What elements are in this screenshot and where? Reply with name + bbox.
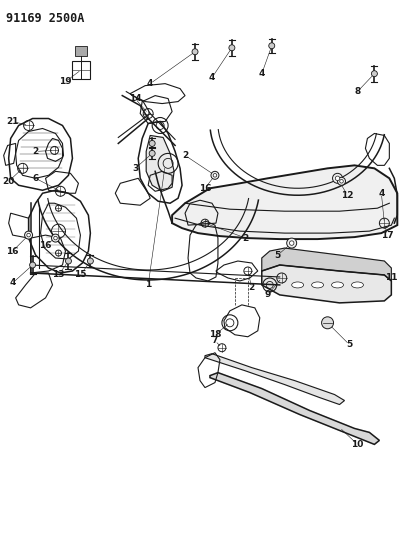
Circle shape xyxy=(332,173,342,183)
Text: 5: 5 xyxy=(275,251,281,260)
Text: 8: 8 xyxy=(354,87,360,96)
Text: 91169 2500A: 91169 2500A xyxy=(6,12,84,25)
Text: 2: 2 xyxy=(182,151,188,160)
Circle shape xyxy=(192,49,198,55)
Text: 17: 17 xyxy=(381,231,394,240)
Text: 2: 2 xyxy=(32,147,39,156)
Ellipse shape xyxy=(292,282,304,288)
Ellipse shape xyxy=(351,282,363,288)
Circle shape xyxy=(287,238,297,248)
Circle shape xyxy=(149,140,155,147)
Text: 6: 6 xyxy=(32,174,39,183)
Text: 18: 18 xyxy=(209,330,221,340)
Text: 15: 15 xyxy=(74,270,87,279)
Text: 1: 1 xyxy=(145,280,151,289)
Text: 2: 2 xyxy=(243,233,249,243)
Text: 16: 16 xyxy=(199,184,211,193)
Circle shape xyxy=(24,231,32,239)
Text: 4: 4 xyxy=(259,69,265,78)
Circle shape xyxy=(65,258,71,264)
Text: 3: 3 xyxy=(132,164,138,173)
Circle shape xyxy=(211,171,219,179)
Text: 4: 4 xyxy=(378,189,385,198)
Circle shape xyxy=(338,177,346,185)
Polygon shape xyxy=(262,265,391,303)
Ellipse shape xyxy=(332,282,344,288)
Circle shape xyxy=(340,180,343,183)
Circle shape xyxy=(335,176,340,181)
Circle shape xyxy=(322,317,334,329)
Text: 5: 5 xyxy=(346,340,352,349)
Polygon shape xyxy=(262,248,391,281)
Circle shape xyxy=(269,43,275,49)
Text: 16: 16 xyxy=(39,240,52,249)
Polygon shape xyxy=(172,165,397,239)
Bar xyxy=(75,46,87,56)
Text: 4: 4 xyxy=(10,278,16,287)
Text: 16: 16 xyxy=(6,247,19,255)
Polygon shape xyxy=(210,373,379,445)
Circle shape xyxy=(27,233,30,237)
Text: 20: 20 xyxy=(2,177,15,186)
Circle shape xyxy=(51,234,59,242)
Text: 4: 4 xyxy=(209,73,215,82)
Polygon shape xyxy=(146,135,174,191)
Polygon shape xyxy=(205,354,344,405)
Text: 11: 11 xyxy=(385,273,397,282)
Circle shape xyxy=(149,150,155,156)
Text: 4: 4 xyxy=(147,79,153,88)
Circle shape xyxy=(30,262,36,268)
Text: 12: 12 xyxy=(341,191,354,200)
Circle shape xyxy=(54,236,57,240)
Text: 10: 10 xyxy=(351,440,364,449)
Text: 2: 2 xyxy=(249,284,255,293)
Circle shape xyxy=(213,174,217,177)
Circle shape xyxy=(87,258,93,264)
Bar xyxy=(73,61,90,79)
Ellipse shape xyxy=(312,282,324,288)
Text: 9: 9 xyxy=(265,290,271,300)
Text: 13: 13 xyxy=(52,270,65,279)
Text: 7: 7 xyxy=(212,336,218,345)
Text: 14: 14 xyxy=(129,94,142,103)
Circle shape xyxy=(290,241,294,245)
Circle shape xyxy=(371,71,377,77)
Circle shape xyxy=(229,45,235,51)
Text: 21: 21 xyxy=(6,117,19,126)
Text: 19: 19 xyxy=(59,77,72,86)
